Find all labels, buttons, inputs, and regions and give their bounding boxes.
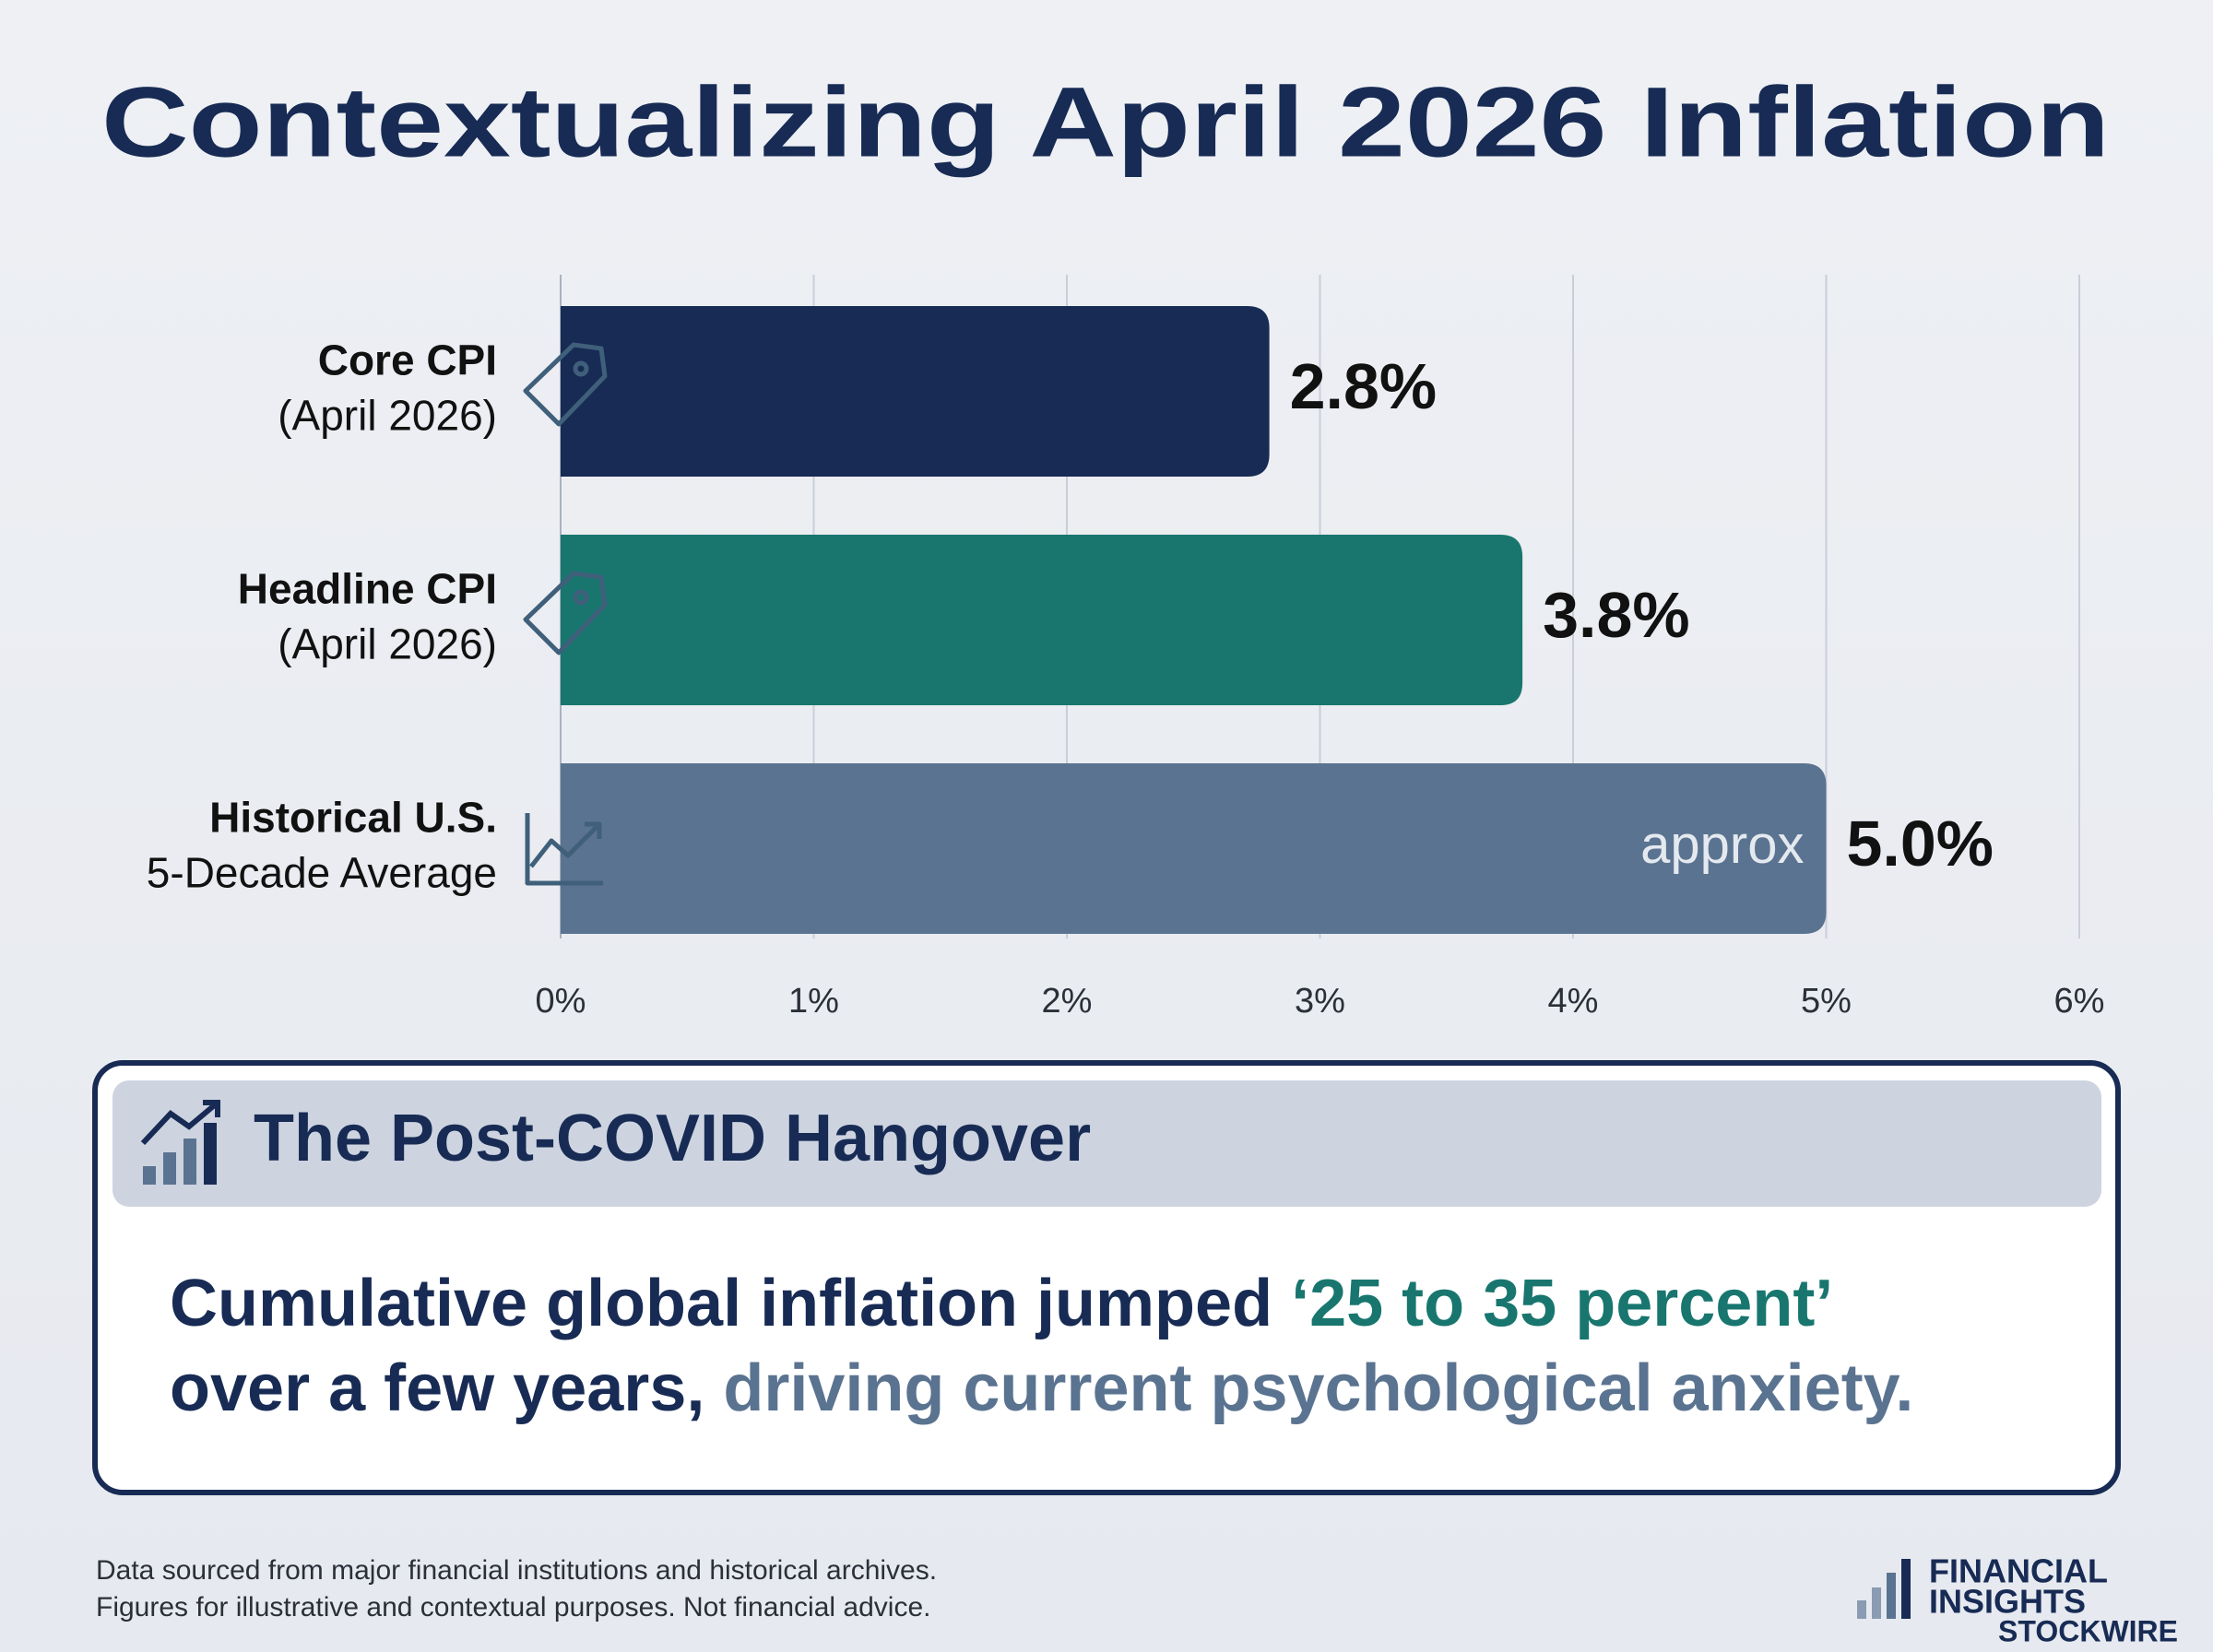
bar (561, 535, 1523, 705)
x-tick-label: 0% (536, 982, 586, 1021)
value-label: 2.8% (1290, 350, 1438, 422)
brand-logo (1857, 1559, 1911, 1619)
category-label-line: Core CPI (318, 336, 497, 384)
callout-segment: over a few years, (170, 1351, 723, 1425)
callout-segment: Cumulative global inflation jumped (170, 1267, 1291, 1340)
bar-note: approx (1640, 815, 1804, 875)
logo-bar (1887, 1573, 1896, 1619)
category-label-line: (April 2026) (278, 620, 497, 668)
x-tick-label: 1% (788, 982, 839, 1021)
chart-title: Contextualizing April 2026 Inflation (101, 66, 2110, 178)
trend-icon (525, 813, 603, 886)
category-label-line: Headline CPI (238, 565, 497, 613)
value-label: 5.0% (1847, 808, 1994, 879)
category-label: Headline CPI (April 2026) (238, 565, 497, 668)
callout-line: Cumulative global inflation jumped ‘25 t… (170, 1267, 1833, 1340)
logo-bar (1857, 1600, 1866, 1619)
logo-bar (1872, 1587, 1881, 1619)
callout-segment: ‘25 to 35 percent’ (1291, 1267, 1833, 1340)
bar (561, 763, 1827, 934)
footer-note: Data sourced from major financial instit… (96, 1555, 937, 1586)
callout-segment: driving current psychological anxiety. (723, 1351, 1913, 1425)
x-tick-label: 2% (1042, 982, 1093, 1021)
watermark: STOCKWIRE (1998, 1614, 2178, 1647)
x-tick-label: 5% (1801, 982, 1852, 1021)
bar-chart: 0% 1% 2% 3% 4% 5% 6% 2.8% Core CPI (April 2026) 3.… (147, 275, 2105, 1021)
x-tick-label: 6% (2054, 982, 2105, 1021)
icon-bar (183, 1139, 196, 1185)
tag-icon (523, 571, 608, 655)
callout-header (112, 1080, 2101, 1207)
tag-icon-hole (573, 589, 589, 606)
x-tick-label: 4% (1548, 982, 1599, 1021)
icon-bar (163, 1152, 176, 1185)
icon-bar (204, 1123, 217, 1185)
category-label-line: 5-Decade Average (147, 849, 497, 897)
callout-line: over a few years, driving current psycho… (170, 1351, 1913, 1425)
category-label: Core CPI (April 2026) (278, 336, 497, 440)
category-label-line: (April 2026) (278, 392, 497, 440)
category-icons (523, 342, 608, 886)
category-label-line: Historical U.S. (209, 794, 497, 842)
brand-name: INSIGHTS (1929, 1583, 2086, 1621)
brand-name: FINANCIAL (1929, 1552, 2108, 1590)
callout-heading: The Post-COVID Hangover (254, 1102, 1091, 1175)
value-label: 3.8% (1543, 579, 1690, 651)
callout-body: Cumulative global inflation jumped ‘25 t… (170, 1267, 1913, 1425)
logo-bar (1901, 1559, 1911, 1619)
category-label: Historical U.S. 5-Decade Average (147, 794, 497, 897)
tag-icon (523, 342, 608, 427)
icon-bar (143, 1166, 156, 1185)
footer-note: Figures for illustrative and contextual … (96, 1592, 930, 1622)
callout-icon (140, 1100, 220, 1185)
tag-icon-hole (573, 360, 589, 377)
bar (561, 306, 1270, 477)
icon-arrow (140, 1100, 220, 1146)
x-tick-label: 3% (1295, 982, 1345, 1021)
